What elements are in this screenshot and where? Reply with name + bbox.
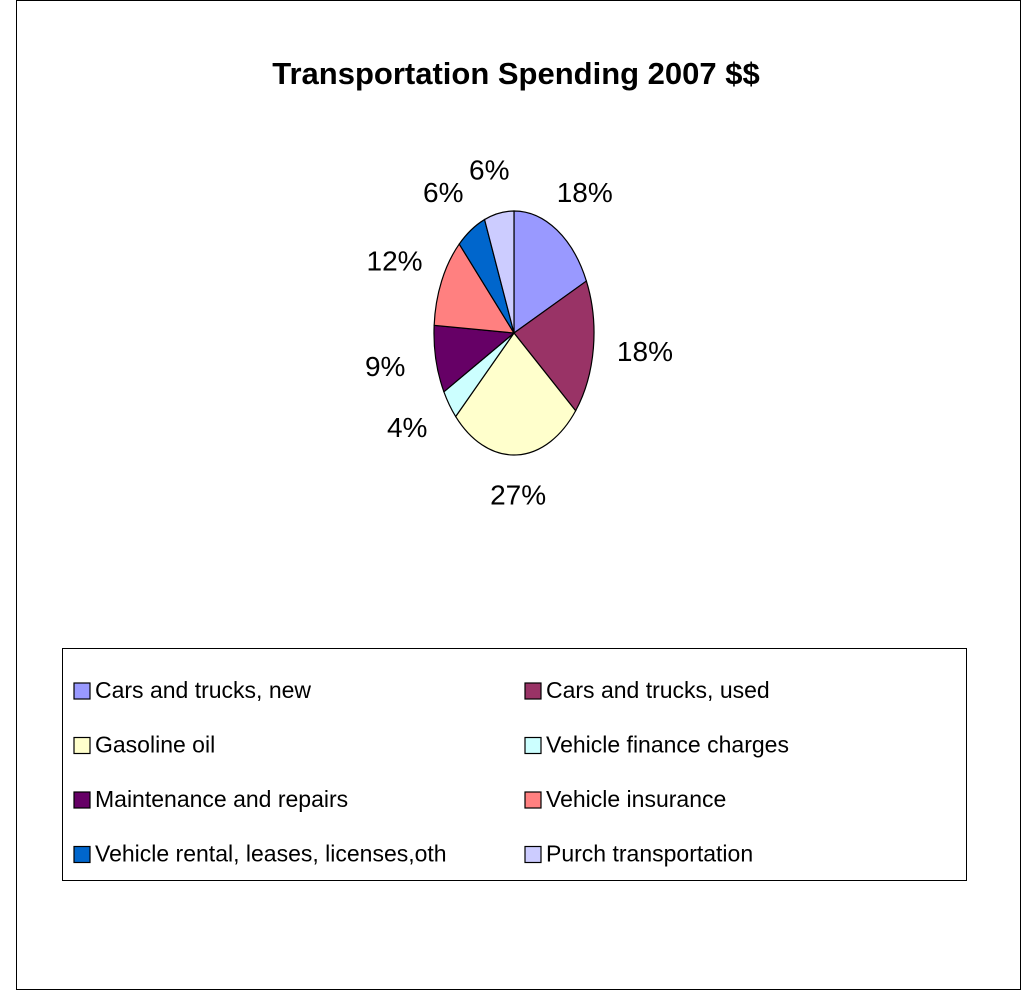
slice-label: 18% xyxy=(557,177,613,208)
legend-swatch xyxy=(524,845,542,864)
pie-slice xyxy=(483,210,515,334)
legend-label: Gasoline oil xyxy=(95,732,215,758)
slice-label: 12% xyxy=(367,246,423,277)
pie-slice xyxy=(513,210,588,335)
legend-swatch xyxy=(524,682,542,700)
legend-swatch xyxy=(524,791,542,809)
slice-label: 4% xyxy=(387,412,427,443)
legend-swatch xyxy=(524,736,542,755)
legend-swatch xyxy=(73,845,91,864)
legend-swatch xyxy=(73,736,91,755)
pie-slice xyxy=(454,331,577,456)
slice-label: 6% xyxy=(423,177,463,208)
slice-label: 27% xyxy=(490,479,546,510)
pie-slice xyxy=(513,280,595,412)
slice-label: 6% xyxy=(469,154,509,185)
legend-label: Vehicle rental, leases, licenses,oth xyxy=(95,841,447,867)
chart-title: Transportation Spending 2007 $$ xyxy=(272,56,760,91)
legend-box xyxy=(62,648,967,881)
legend-label: Purch transportation xyxy=(546,841,753,867)
legend-label: Vehicle insurance xyxy=(546,786,726,812)
legend-label: Cars and trucks, new xyxy=(95,677,311,703)
legend-swatch xyxy=(73,682,91,700)
slice-label: 18% xyxy=(617,336,673,367)
legend-label: Maintenance and repairs xyxy=(95,786,348,812)
legend-label: Cars and trucks, used xyxy=(546,677,770,703)
slice-label: 9% xyxy=(365,351,405,382)
legend-label: Vehicle finance charges xyxy=(546,732,789,758)
pie-slice xyxy=(433,242,516,334)
legend-swatch xyxy=(73,791,91,809)
